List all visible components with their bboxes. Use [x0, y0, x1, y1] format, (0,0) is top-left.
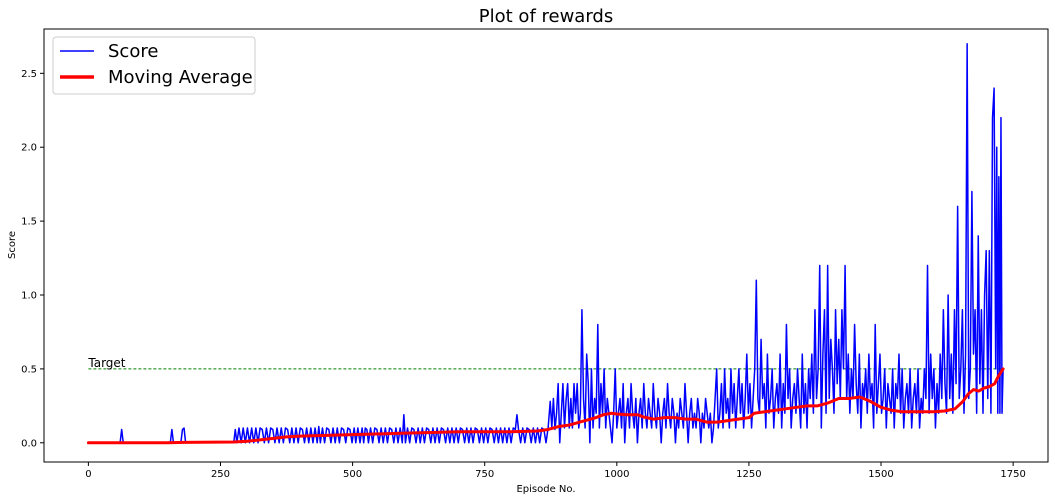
y-tick-label: 1.5: [21, 217, 37, 228]
y-tick-label: 0.5: [21, 364, 37, 375]
x-tick-label: 1250: [736, 469, 761, 480]
moving-average-series-line: [86, 367, 1005, 445]
y-tick-label: 2.0: [21, 143, 37, 154]
y-axis-label: Score: [7, 231, 18, 259]
legend-label-moving-average: Moving Average: [108, 67, 253, 88]
x-tick-label: 1000: [604, 469, 629, 480]
x-axis-ticks: 0 250 500 750 1000 1250 1500 1750: [85, 462, 1026, 480]
y-tick-label: 1.0: [21, 291, 37, 302]
x-tick-label: 500: [343, 469, 362, 480]
legend: Score Moving Average: [52, 36, 256, 95]
x-axis-label: Episode No.: [516, 484, 575, 495]
score-series-line: [87, 43, 1004, 444]
legend-box: [52, 36, 256, 95]
y-tick-label: 0.0: [21, 438, 37, 449]
x-tick-label: 750: [475, 469, 494, 480]
x-tick-label: 1500: [868, 469, 893, 480]
series-layer: [86, 43, 1005, 445]
x-tick-label: 250: [211, 469, 230, 480]
y-axis-ticks: 0.0 0.5 1.0 1.5 2.0 2.5: [21, 69, 44, 449]
y-tick-label: 2.5: [21, 69, 37, 80]
target-label: Target: [87, 356, 125, 370]
chart-title: Plot of rewards: [479, 6, 613, 27]
x-tick-label: 1750: [1000, 469, 1025, 480]
x-tick-label: 0: [85, 469, 91, 480]
plot-frame: [43, 28, 1049, 463]
legend-label-score: Score: [108, 41, 158, 62]
